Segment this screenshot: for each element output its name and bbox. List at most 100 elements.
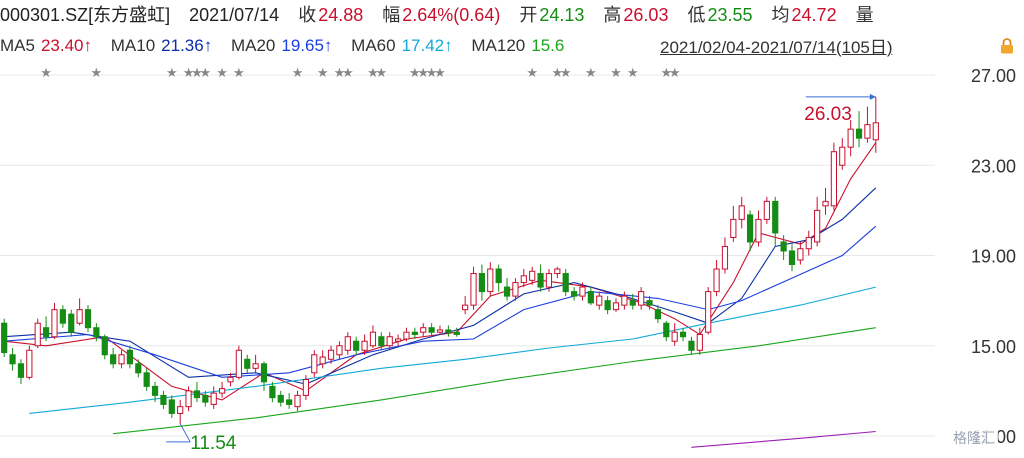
event-marker: ★ [585,65,597,80]
event-marker: ★ [610,65,622,80]
candle-body [570,291,578,297]
high-label: 26.03 [804,104,852,125]
avg-value: 24.72 [791,5,837,25]
candle [327,345,335,364]
candle [830,142,838,211]
candle-body [68,313,75,333]
candle-body [59,309,66,324]
candle-body [361,340,368,351]
candle-body [663,322,670,338]
candle [864,106,871,143]
candle-body [872,122,879,141]
candle [503,278,511,301]
candle-body [277,394,284,403]
candle-body [327,349,335,360]
candle-body [252,363,259,369]
candle [596,291,603,310]
candle-body [411,331,418,335]
candle [772,196,779,247]
candle [688,336,695,355]
candle [302,375,310,400]
candle-body [227,376,234,383]
candle [529,266,536,285]
candle-body [84,309,92,329]
candle-body [151,385,159,396]
candles [1,96,879,424]
extreme-callouts: 26.03 11.54 [166,93,876,454]
candle-body [805,236,812,250]
candle [277,390,284,407]
candle [562,269,569,297]
candle [260,361,268,391]
candle [218,381,226,398]
candle-body [554,268,561,275]
candle-body [76,309,83,324]
candle-body [202,394,209,403]
candle-body [118,354,125,365]
event-marker: ★ [426,65,438,80]
ma-legend-bar: MA5 23.40↑ MA10 21.36↑ MA20 19.65↑ MA60 17.4… [0,32,1024,60]
candle [403,327,410,342]
candle [59,305,66,328]
candle [361,334,368,355]
lock-icon[interactable] [1000,38,1014,54]
candle-body [336,345,343,356]
event-marker: ★ [376,65,388,80]
candle-body [839,146,846,166]
ma-line-ma250 [691,430,876,448]
candle [537,264,544,292]
candle [805,230,812,256]
high-callout-arrow [869,93,876,100]
ma-legend-ma120: MA120 15.6 [471,36,565,55]
candle [34,318,41,349]
candle-body [34,322,41,347]
stock-code-name: 000301.SZ[东方盛虹] [0,5,171,25]
candle-body [688,340,695,351]
candle-body [487,268,494,293]
high-label: 高 [603,5,622,25]
candle [436,325,444,335]
event-marker: ★ [409,65,421,80]
candle [126,345,134,369]
candle [210,386,217,409]
close-label: 收 [298,5,317,25]
candle-body [319,356,326,365]
candle [185,386,192,412]
candle-body [420,327,427,333]
candle-body [403,331,410,340]
candle-body [646,300,653,306]
candle-body [797,248,804,261]
candle-body [269,385,276,399]
candle-body [587,291,594,304]
y-tick-label: 15.00 [971,337,1016,357]
candle-body [244,358,251,369]
ma-line-ma120 [113,327,876,435]
candle [420,323,427,337]
candle [470,266,477,310]
candle [872,96,879,153]
volume-label: 量 [855,5,874,25]
date-range-link[interactable]: 2021/02/04-2021/07/14(105日) [660,38,893,57]
candle-body [780,241,787,252]
candle [763,196,770,224]
candle-body [830,151,838,207]
candle [621,291,628,310]
candle-body [110,354,117,365]
candle [411,327,418,339]
low-callout-line [179,423,191,443]
candle-body [755,218,762,243]
candle [26,345,33,380]
candle-body [394,338,402,342]
candle [579,282,586,301]
candle [612,298,620,312]
candle [244,354,251,373]
candle [663,320,670,342]
candle [797,241,804,265]
candle [554,266,561,279]
candle-body [503,286,511,297]
low-label: 11.54 [190,433,237,454]
candle [68,309,75,337]
candle [110,348,117,369]
candle-body [9,354,16,365]
